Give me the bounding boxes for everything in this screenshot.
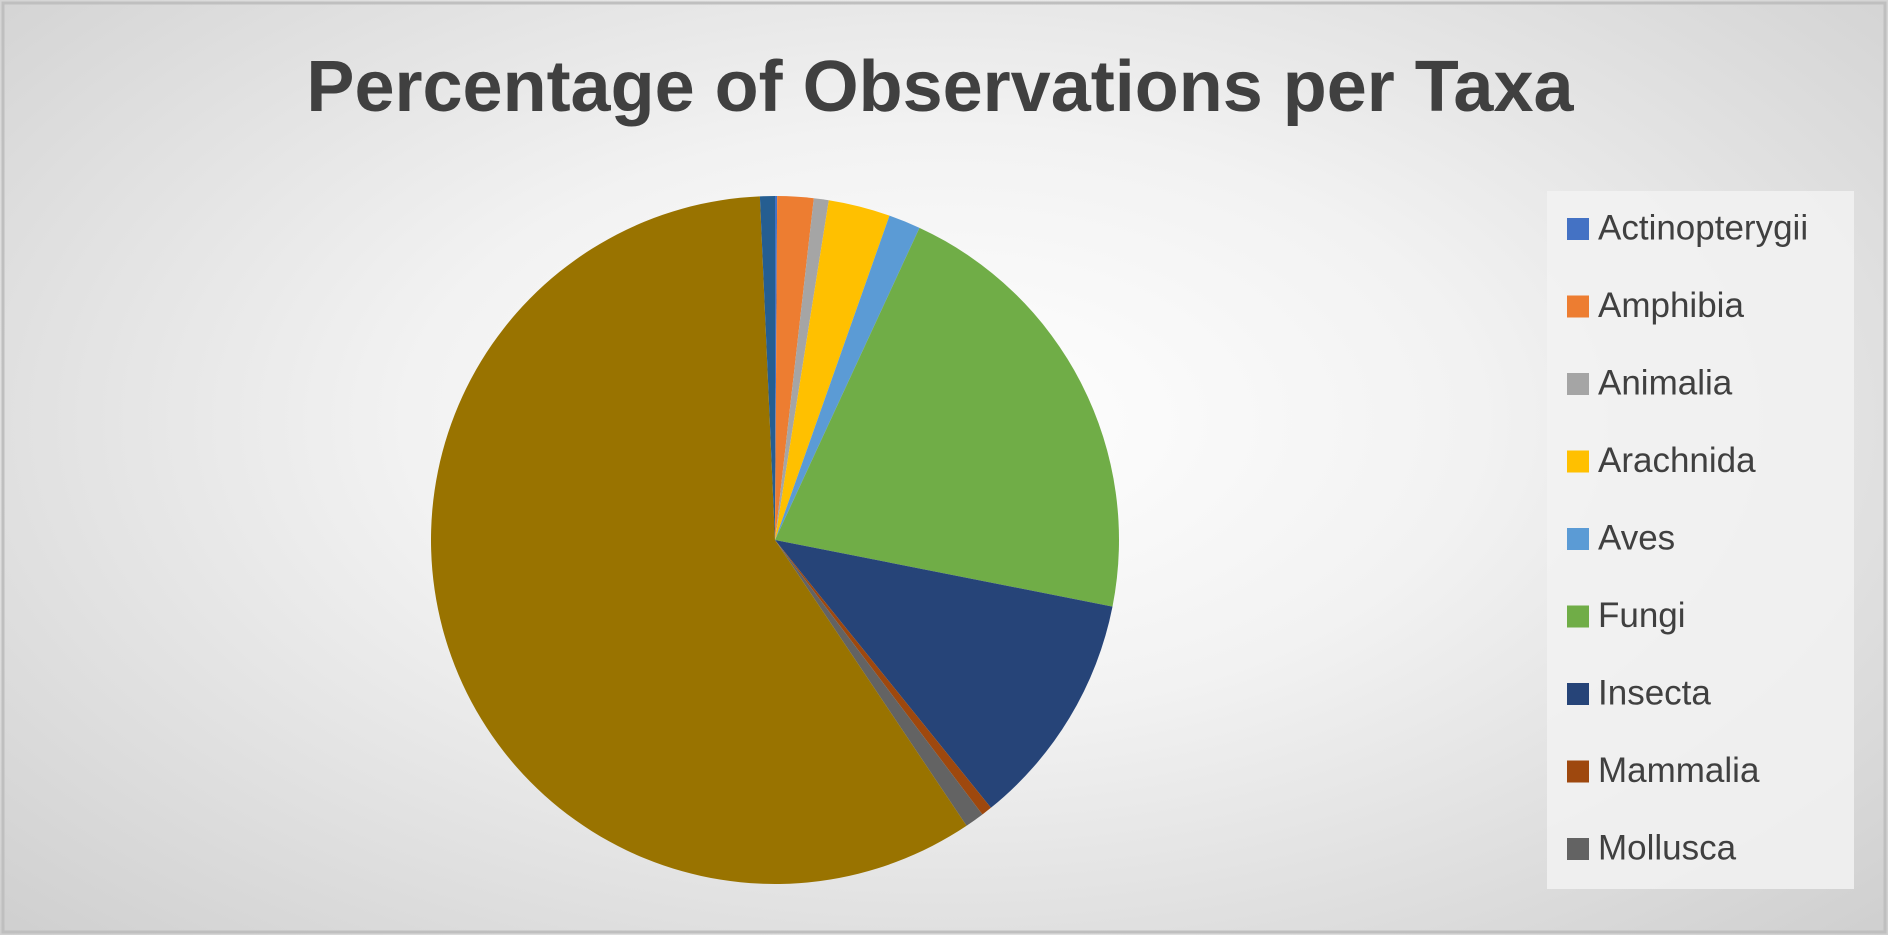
- pie-slice: [775, 540, 983, 826]
- legend-label: Aves: [1598, 518, 1675, 557]
- pie-slice: [430, 196, 967, 885]
- legend-swatch: [1567, 838, 1589, 860]
- legend-label: Animalia: [1598, 363, 1733, 402]
- pie-slice: [775, 540, 1113, 808]
- pie-slice: [775, 215, 920, 540]
- pie-slice: [775, 227, 1119, 607]
- legend-swatch: [1567, 528, 1589, 550]
- pie-slice: [775, 200, 890, 540]
- chart-title: Percentage of Observations per Taxa: [306, 47, 1574, 127]
- legend-swatch: [1567, 373, 1589, 395]
- legend-swatch: [1567, 760, 1589, 783]
- legend-swatch: [1567, 605, 1589, 628]
- pie-slice: [775, 196, 814, 541]
- legend-label: Fungi: [1598, 596, 1686, 635]
- pie-slice: [775, 540, 991, 815]
- legend-swatch: [1567, 683, 1589, 705]
- pie-slice: [759, 196, 775, 540]
- legend-label: Arachnida: [1598, 441, 1756, 480]
- legend-label: Mammalia: [1598, 751, 1760, 790]
- pie: [430, 196, 1119, 885]
- pie-slice: [775, 198, 829, 541]
- legend-label: Insecta: [1598, 673, 1711, 712]
- legend-label: Amphibia: [1598, 286, 1744, 325]
- legend-swatch: [1567, 218, 1589, 240]
- legend: Actinopterygii Amphibia Animalia Arachnida A…: [1567, 208, 1808, 867]
- legend-swatch: [1567, 295, 1589, 318]
- legend-label: Actinopterygii: [1598, 208, 1808, 247]
- legend-box: [1547, 191, 1854, 889]
- legend-swatch: [1567, 450, 1589, 473]
- pie-slice: [775, 196, 778, 540]
- legend-label: Mollusca: [1598, 828, 1737, 867]
